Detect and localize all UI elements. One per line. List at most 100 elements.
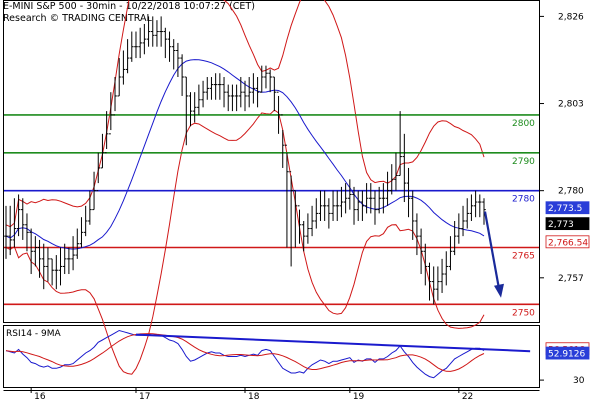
price-tag-text: 2,773.5 — [548, 204, 582, 214]
y-tick-label: 2,803 — [558, 100, 584, 110]
candle — [478, 194, 482, 218]
candle — [20, 198, 25, 240]
candle — [469, 194, 474, 221]
candle — [226, 84, 231, 112]
candle — [448, 236, 453, 271]
candle — [482, 198, 486, 225]
price-tag: 2,773.5 — [545, 201, 590, 215]
bollinger-bands — [5, 0, 485, 375]
candle — [113, 77, 117, 116]
price-tag-text: 2,773 — [548, 220, 574, 230]
candle — [373, 190, 377, 225]
candle — [142, 23, 147, 55]
candle — [360, 190, 365, 221]
rsi-y-tick-label: 30 — [573, 376, 585, 386]
rsi-title: RSI14 - 9MA — [6, 329, 62, 339]
candle — [184, 76, 189, 146]
candle — [146, 16, 151, 47]
y-tick-label: 2,780 — [558, 187, 584, 197]
candle — [41, 243, 46, 290]
candle — [368, 183, 373, 214]
candle — [159, 16, 163, 47]
projection-arrow — [483, 211, 504, 298]
price-tag-bg — [545, 217, 590, 231]
candle — [444, 251, 449, 286]
candle — [398, 111, 402, 177]
x-tick-label: 18 — [248, 392, 260, 400]
candle — [180, 54, 184, 96]
candle — [276, 91, 281, 134]
candle — [419, 228, 423, 275]
candle — [104, 111, 109, 154]
candle — [79, 217, 84, 248]
candle — [247, 77, 251, 108]
level-label-2765: 2765 — [512, 252, 535, 262]
candle — [12, 198, 17, 248]
lower-band — [5, 109, 485, 375]
candle — [92, 171, 96, 211]
candle — [205, 77, 210, 100]
y-tick-label: 2,826 — [558, 12, 584, 22]
candle — [129, 31, 134, 62]
candle — [234, 84, 239, 112]
candle — [83, 205, 88, 237]
x-tick-label: 22 — [462, 392, 473, 400]
candle — [171, 39, 176, 70]
candle — [268, 69, 272, 93]
price-tag-bg — [545, 201, 590, 215]
candle — [25, 213, 29, 252]
candle — [197, 84, 201, 115]
candle — [109, 92, 113, 135]
price-tag: 2,773 — [545, 217, 590, 231]
candle — [67, 247, 71, 275]
rsi-panel-border — [3, 325, 540, 388]
support-resistance-levels: 2800 2790 2780 2765 2750 — [4, 114, 539, 318]
candle — [155, 20, 159, 47]
rsi-tag-text: 52.9126 — [548, 350, 585, 360]
candle — [37, 239, 42, 278]
chart-subtitle: Research © TRADING CENTRAL — [3, 13, 152, 24]
candle — [4, 205, 8, 259]
level-label-2750: 2750 — [512, 308, 535, 318]
price-panel-border — [3, 0, 540, 323]
arrow-head — [494, 283, 504, 298]
candle — [389, 164, 394, 195]
rsi-trendline — [135, 333, 531, 353]
level-label-2800: 2800 — [512, 119, 535, 129]
candle — [75, 228, 80, 259]
candle — [423, 243, 428, 286]
chart-title: E-MINI S&P 500 - 30min - 10/22/2018 10:0… — [3, 1, 255, 12]
candle — [473, 190, 478, 218]
price-tag: 2,766.54 — [545, 235, 590, 248]
x-tick-label: 17 — [139, 392, 150, 400]
level-label-2780: 2780 — [512, 195, 535, 205]
axes: 2,826 2,803 2,780 2,757 30 16 17 18 19 22 — [30, 12, 585, 400]
candle — [452, 220, 457, 256]
candle — [272, 76, 277, 112]
candle — [150, 16, 155, 47]
candle — [96, 152, 101, 192]
candle — [29, 228, 33, 275]
candle — [335, 190, 340, 221]
candle — [402, 133, 407, 203]
candle — [16, 194, 21, 237]
candle — [301, 220, 306, 252]
candle — [62, 243, 67, 275]
candle — [322, 190, 327, 221]
candle — [314, 198, 319, 229]
candle — [176, 42, 180, 78]
candle — [280, 114, 285, 168]
candle — [218, 73, 222, 100]
candle — [117, 58, 122, 97]
candle — [259, 65, 264, 93]
x-tick-label: 19 — [353, 392, 365, 400]
candle — [213, 73, 218, 100]
candle — [134, 31, 138, 59]
candle — [230, 84, 235, 112]
candle — [255, 77, 260, 108]
candle — [239, 77, 243, 108]
candle — [297, 205, 302, 244]
candle — [377, 186, 381, 214]
candle — [457, 213, 461, 244]
candle — [343, 183, 348, 214]
